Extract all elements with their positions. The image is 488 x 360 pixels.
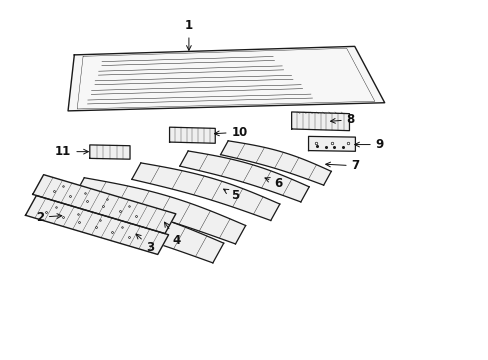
Text: 3: 3 xyxy=(136,234,154,254)
Text: 8: 8 xyxy=(330,113,354,126)
Text: 5: 5 xyxy=(223,189,239,202)
Polygon shape xyxy=(25,195,168,255)
Polygon shape xyxy=(132,163,279,220)
Text: 10: 10 xyxy=(214,126,247,139)
Polygon shape xyxy=(38,192,224,263)
Polygon shape xyxy=(74,178,245,244)
Text: 4: 4 xyxy=(164,222,181,247)
Text: 9: 9 xyxy=(354,138,383,151)
Text: 2: 2 xyxy=(36,211,61,224)
Polygon shape xyxy=(220,141,330,185)
Text: 6: 6 xyxy=(264,177,282,190)
Polygon shape xyxy=(68,46,384,111)
Polygon shape xyxy=(308,136,355,151)
Polygon shape xyxy=(180,151,308,202)
Polygon shape xyxy=(291,112,349,131)
Polygon shape xyxy=(90,145,130,159)
Polygon shape xyxy=(169,127,215,143)
Polygon shape xyxy=(33,175,176,234)
Text: 11: 11 xyxy=(55,145,88,158)
Text: 1: 1 xyxy=(184,19,193,50)
Text: 7: 7 xyxy=(325,159,359,172)
